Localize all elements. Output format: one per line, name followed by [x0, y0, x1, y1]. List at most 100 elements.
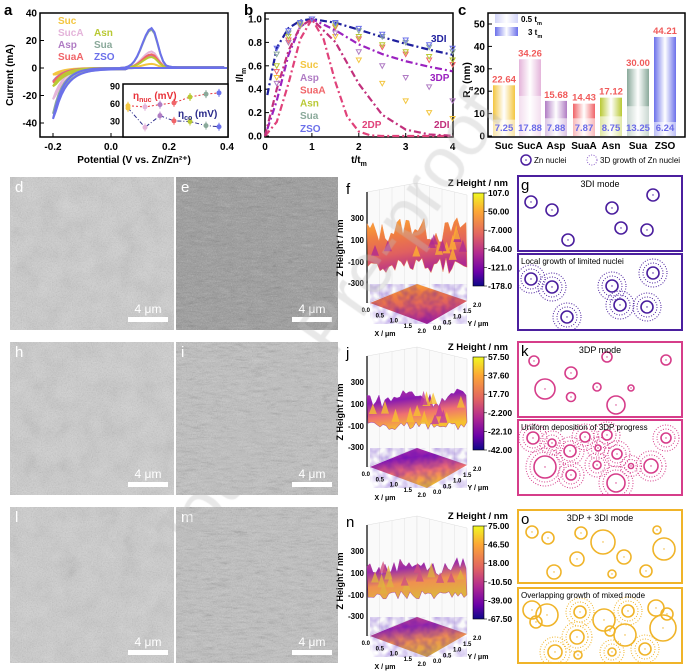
y-tick-label: 30	[474, 64, 486, 75]
y-tick-label: 0.0	[248, 132, 262, 143]
panel-label-f: f	[346, 181, 351, 198]
inset-point	[203, 91, 209, 97]
nucleus-center	[554, 651, 556, 653]
nucleus-center	[576, 636, 578, 638]
value-label-0.5tm: 6.24	[656, 123, 675, 134]
nucleus-center	[569, 450, 571, 452]
y-tick-label: 50	[474, 20, 486, 31]
subscript: m	[537, 21, 542, 27]
nucleus-center	[619, 304, 621, 306]
growth-caption: Local growth of limited nuclei	[521, 257, 624, 266]
nucleus-center	[627, 610, 629, 612]
y-tick-label: 2.0	[473, 303, 482, 309]
x-tick-label: 3	[403, 142, 409, 153]
y-tick-label: 20	[474, 87, 486, 98]
colorbar-tick-label: 50.00	[488, 207, 510, 217]
legend-Asn: Asn	[300, 98, 319, 109]
scale-bar	[292, 482, 332, 487]
y-tick-label: -40	[23, 119, 38, 130]
y-tick-label: 1.5	[463, 642, 472, 648]
legend-3tm: 3 tm​	[528, 28, 542, 40]
scale-bar-label: 4 μm	[135, 467, 162, 481]
nucleus-center	[606, 434, 608, 436]
data-point-Asp	[378, 63, 386, 70]
scale-bar-label: 4 μm	[299, 302, 326, 316]
legend-3d-growth: 3D growth of Zn nuclei	[600, 156, 680, 165]
nucleus-center	[611, 285, 613, 287]
scale-bar	[128, 482, 168, 487]
x-tick-label: 0.2	[162, 142, 176, 153]
colorbar-tick-label: 46.50	[488, 540, 510, 550]
scale-bar	[292, 650, 332, 655]
y-tick-label: 2.0	[473, 636, 482, 642]
nucleus-center	[611, 573, 613, 575]
plot-frame	[264, 12, 454, 138]
transient-chart: 0.00.20.40.60.81.001234t/tm​I/Im​SucAspS…	[235, 12, 456, 168]
z-tick-label: -100	[348, 422, 365, 431]
subscript: nuc	[139, 97, 152, 104]
dot	[525, 159, 527, 161]
category-label: SucA	[517, 141, 543, 152]
y-tick-label: 0	[31, 64, 37, 75]
inset-point	[125, 105, 131, 111]
x-tick-label: 0.0	[104, 142, 118, 153]
colorbar	[472, 356, 485, 451]
bar-3tm-Sua	[627, 68, 649, 107]
y-tick-label: 10	[474, 109, 486, 120]
inset-y-tick-label: 60	[110, 99, 120, 109]
value-label-0.5tm: 7.87	[575, 123, 594, 134]
colorbar-tick-label: -67.50	[488, 614, 512, 624]
y-tick-label: 2.0	[473, 467, 482, 473]
text-part: 3 t	[528, 28, 538, 37]
inset-y-tick-label: 90	[110, 82, 120, 92]
y-tick-label: 0.5	[443, 484, 452, 490]
x-tick-label: 2	[356, 142, 362, 153]
value-label-3tm: 14.43	[572, 93, 596, 104]
nucleus-center	[645, 570, 647, 572]
nucleus-center	[570, 396, 572, 398]
z-tick-label: 100	[351, 569, 365, 578]
category-label: Asp	[547, 141, 566, 152]
sem-image-d: d 4 μm	[10, 177, 174, 330]
colorbar-tick-label: -2.200	[488, 408, 512, 418]
legend-Sua: Sua	[94, 40, 113, 51]
value-label-3tm: 15.68	[544, 90, 568, 101]
nucleus-center	[551, 286, 553, 288]
x-axis-label: X / μm	[374, 495, 395, 502]
nucleus-center	[603, 619, 605, 621]
legend-swatch-0.5tm	[495, 14, 518, 23]
x-tick-label: 1.5	[404, 488, 413, 494]
nucleus-center	[650, 465, 652, 467]
x-tick-label: 1.0	[390, 319, 399, 325]
scale-bar-label: 4 μm	[299, 467, 326, 481]
mode-title: 3DP mode	[579, 345, 621, 355]
x-tick-label: 1.5	[404, 324, 413, 330]
value-label-0.5tm: 7.88	[547, 123, 566, 134]
nucleus-center	[602, 541, 604, 543]
y-tick-label: 1.0	[453, 648, 462, 654]
inset-point	[203, 123, 209, 129]
panel-label-n: n	[346, 514, 354, 531]
z-tick-label: -100	[348, 591, 365, 600]
value-label-3tm: 44.21	[653, 26, 677, 37]
x-tick-label: 2.0	[418, 329, 427, 335]
colorbar-tick-label: 107.0	[488, 188, 510, 198]
legend-zn-nuclei: Zn nuclei	[534, 156, 567, 165]
value-label-0.5tm: 8.75	[602, 123, 621, 134]
category-label: Suc	[495, 141, 514, 152]
y-tick-label: 0.8	[248, 38, 262, 49]
nucleus-center	[646, 229, 648, 231]
data-point-Suc	[402, 98, 410, 105]
nucleus-center	[630, 465, 632, 467]
z-tick-label: -300	[348, 443, 365, 452]
nucleus-center	[611, 651, 613, 653]
nucleus-center	[576, 558, 578, 560]
nucleus-center	[662, 627, 664, 629]
panel-label-e: e	[181, 179, 189, 196]
cv-chart: 40 20 0 -20 -40 -0.2 0.0 0.2 0.4 Potential (V vs.…	[5, 9, 234, 167]
data-point-Asp	[402, 75, 410, 82]
inset-point	[216, 124, 222, 130]
z-tick-label: 300	[351, 214, 365, 223]
category-label: ZSO	[655, 141, 676, 152]
